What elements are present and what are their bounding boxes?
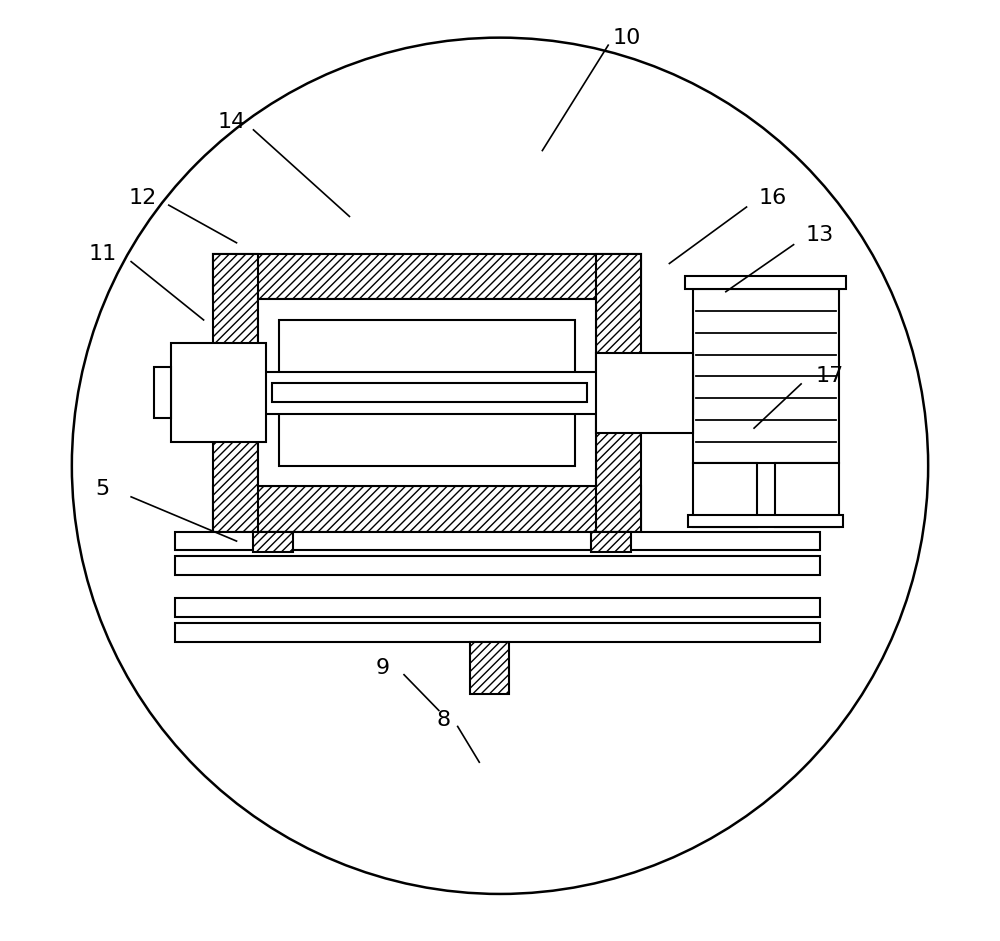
Bar (171, 372, 693, 414)
Text: 14: 14 (218, 112, 246, 133)
Bar (175, 623, 820, 642)
Bar (253, 532, 293, 552)
Bar (258, 299, 596, 486)
Bar (154, 367, 171, 418)
Bar (693, 290, 839, 463)
Bar (279, 320, 575, 466)
Bar (175, 532, 820, 550)
Text: 5: 5 (96, 479, 110, 500)
Bar (175, 556, 820, 575)
Bar (272, 384, 587, 403)
Text: 17: 17 (815, 366, 843, 387)
Bar (775, 463, 839, 527)
Bar (213, 254, 641, 299)
Text: 12: 12 (128, 187, 157, 208)
Bar (685, 277, 846, 290)
Bar (213, 486, 641, 532)
Bar (470, 642, 509, 694)
Text: 10: 10 (613, 27, 641, 48)
Bar (596, 353, 693, 433)
Bar (688, 515, 843, 527)
Bar (591, 532, 631, 552)
Text: 9: 9 (375, 658, 389, 678)
Bar (171, 343, 266, 442)
Bar (693, 463, 757, 527)
Bar (175, 598, 820, 617)
Text: 11: 11 (89, 244, 117, 264)
Text: 13: 13 (806, 225, 834, 246)
Text: 8: 8 (436, 710, 451, 730)
Text: 16: 16 (759, 187, 787, 208)
Bar (596, 254, 641, 532)
Bar (213, 254, 258, 532)
